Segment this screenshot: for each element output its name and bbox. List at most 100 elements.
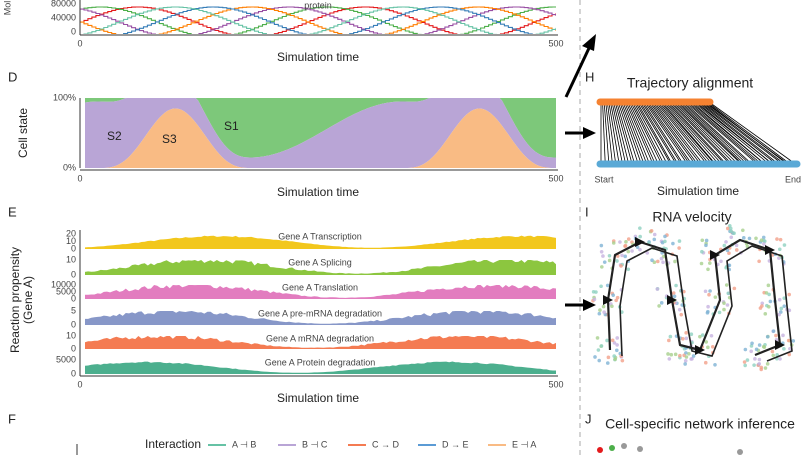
cell <box>607 254 612 258</box>
legend-label: C → D <box>372 439 400 449</box>
alignment-link <box>699 101 779 165</box>
y-tick-label: 10000 <box>51 279 76 289</box>
cell <box>638 226 642 230</box>
velocity-arrow <box>603 295 613 305</box>
cell <box>713 363 717 367</box>
cell <box>787 308 792 313</box>
cell <box>779 306 784 311</box>
cell <box>703 289 708 294</box>
x-tick-label: 0 <box>77 173 82 183</box>
legend-label: E ⊣ A <box>512 439 536 449</box>
propensity-area <box>85 361 556 374</box>
cell <box>762 242 766 246</box>
alignment-link <box>636 101 673 165</box>
alignment-link <box>688 101 762 165</box>
panel-letter: D <box>8 69 17 84</box>
x-tick-label: 500 <box>548 379 563 389</box>
velocity-arrow <box>695 345 705 355</box>
cell <box>623 243 628 248</box>
cell <box>729 229 733 233</box>
network-node <box>609 445 615 451</box>
cell <box>765 334 770 339</box>
alignment-link <box>603 101 610 165</box>
cell <box>596 348 601 352</box>
cell <box>624 240 628 244</box>
cell <box>594 290 598 294</box>
network-node <box>637 446 643 452</box>
cell <box>732 286 737 291</box>
cell <box>615 348 619 353</box>
alignment-link <box>674 101 739 165</box>
alignment-link <box>655 101 708 165</box>
state-label: S2 <box>107 129 122 143</box>
cell <box>620 253 624 258</box>
cell <box>671 241 675 246</box>
alignment-link <box>641 101 682 165</box>
cell <box>724 283 729 287</box>
axis-label: Start <box>594 174 614 184</box>
cell <box>674 283 678 288</box>
cell <box>663 239 667 244</box>
cell <box>661 260 665 265</box>
cell <box>601 304 606 309</box>
trace <box>80 6 556 34</box>
cell <box>612 341 617 345</box>
cell <box>667 338 671 343</box>
cell <box>618 240 622 244</box>
y-tick-label: 80000 <box>51 0 76 8</box>
cell <box>614 298 618 303</box>
cell <box>683 362 687 366</box>
alignment-link <box>642 101 684 165</box>
velocity-arrow <box>635 237 645 247</box>
cell <box>638 247 642 252</box>
alignment-link <box>708 101 796 165</box>
track-label: Gene A Splicing <box>288 257 352 267</box>
trace <box>80 6 556 34</box>
cell <box>708 261 712 265</box>
cell <box>777 247 782 252</box>
x-axis-title: Simulation time <box>277 50 359 64</box>
cell <box>606 355 611 360</box>
axis-label: End <box>785 174 801 184</box>
state-area <box>85 108 556 168</box>
cell <box>764 291 769 295</box>
alignment-link <box>625 101 654 165</box>
alignment-link <box>627 101 656 165</box>
cell <box>757 259 761 264</box>
alignment-link <box>602 101 606 165</box>
cell <box>650 258 654 263</box>
track-label: Gene A mRNA degradation <box>266 333 374 343</box>
y-tick-label: 0 <box>71 269 76 279</box>
track-label: Gene A Transcription <box>278 231 362 241</box>
cell <box>649 229 654 233</box>
alignment-link <box>697 101 777 165</box>
cell <box>681 337 685 341</box>
propensity-area <box>85 285 556 299</box>
cell <box>765 362 770 366</box>
cell <box>602 260 607 264</box>
alignment-link <box>669 101 731 165</box>
cell <box>655 287 660 291</box>
x-tick-label: 0 <box>77 379 82 389</box>
network-node <box>621 443 627 449</box>
cell <box>787 292 792 297</box>
cell <box>611 241 616 245</box>
x-axis-title: Simulation time <box>277 391 359 405</box>
alignment-link <box>639 101 679 165</box>
trace <box>83 6 556 34</box>
velocity-arrow <box>775 340 785 350</box>
cell <box>663 234 667 239</box>
cell <box>726 291 731 296</box>
legend-label: D → E <box>442 439 469 449</box>
alignment-link <box>624 101 650 165</box>
velocity-arrow <box>667 295 677 305</box>
alignment-link <box>647 101 693 165</box>
cell <box>725 248 730 253</box>
cell <box>673 259 677 264</box>
alignment-link <box>680 101 748 165</box>
cell <box>774 333 778 338</box>
cell <box>704 243 708 248</box>
cell <box>597 311 602 316</box>
y-tick-label: 20 <box>66 228 76 238</box>
network-node <box>597 447 603 453</box>
